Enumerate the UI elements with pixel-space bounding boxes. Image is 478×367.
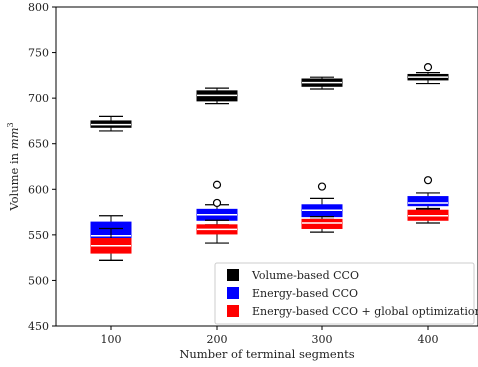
y-tick-label: 800 [28, 1, 49, 14]
y-tick-label: 650 [28, 138, 49, 151]
box-energy-based-cco-300 [301, 182, 343, 220]
y-tick-label: 500 [28, 274, 49, 287]
ticks-layer: 450 500 550 600 650 700 750 800 100 200 300 400 [28, 1, 439, 346]
x-tick-label: 400 [418, 333, 439, 346]
outlier-point [212, 180, 222, 189]
legend-item: Energy-based CCO [227, 287, 358, 300]
legend-swatch [227, 269, 239, 281]
legend-item: Energy-based CCO + global optimization [227, 305, 478, 318]
box-energy-based-cco-200 [196, 180, 238, 226]
legend-swatch [227, 305, 239, 317]
axes-frame [55, 6, 478, 327]
boxes-layer [90, 63, 449, 261]
y-tick-label: 550 [28, 229, 49, 242]
outlier-point [423, 176, 433, 185]
y-axis-label-exponent: 3 [6, 122, 15, 127]
y-tick-label: 600 [28, 183, 49, 196]
box-energy-based-cco-400 [407, 176, 449, 210]
box-energy-based-cco-global-optimization-100 [90, 227, 132, 261]
legend-label: Volume-based CCO [251, 269, 359, 282]
x-tick-label: 200 [207, 333, 228, 346]
y-axis-label-unit: mm [7, 127, 21, 149]
box-volume-based-cco-300 [301, 76, 343, 90]
y-axis-label-text: Volume in [7, 149, 21, 211]
box-energy-based-cco-global-optimization-400 [407, 207, 449, 224]
outlier-point [423, 63, 433, 72]
y-tick-label: 450 [28, 320, 49, 333]
legend-box [214, 262, 475, 325]
x-axis-label: Number of terminal segments [179, 347, 354, 361]
y-axis-label: Volume in mm3 [6, 122, 21, 211]
box-body [407, 196, 449, 207]
y-tick-label: 700 [28, 92, 49, 105]
x-tick-label: 300 [312, 333, 333, 346]
legend-swatch [227, 287, 239, 299]
legend: Volume-based CCO Energy-based CCO Energy-b… [214, 262, 478, 325]
outlier-point [212, 198, 222, 208]
legend-label: Energy-based CCO + global optimization [252, 305, 478, 318]
box-energy-based-cco-global-optimization-200 [196, 219, 238, 244]
box-volume-based-cco-100 [90, 115, 132, 132]
legend-item: Volume-based CCO [227, 269, 359, 282]
legend-label: Energy-based CCO [252, 287, 358, 300]
x-tick-label: 100 [101, 333, 122, 346]
box-energy-based-cco-global-optimization-300 [301, 216, 343, 233]
y-tick-label: 750 [28, 47, 49, 60]
box-volume-based-cco-200 [196, 87, 238, 105]
box-body [301, 218, 343, 229]
box-volume-based-cco-400 [407, 63, 449, 85]
outlier-point [317, 182, 327, 191]
